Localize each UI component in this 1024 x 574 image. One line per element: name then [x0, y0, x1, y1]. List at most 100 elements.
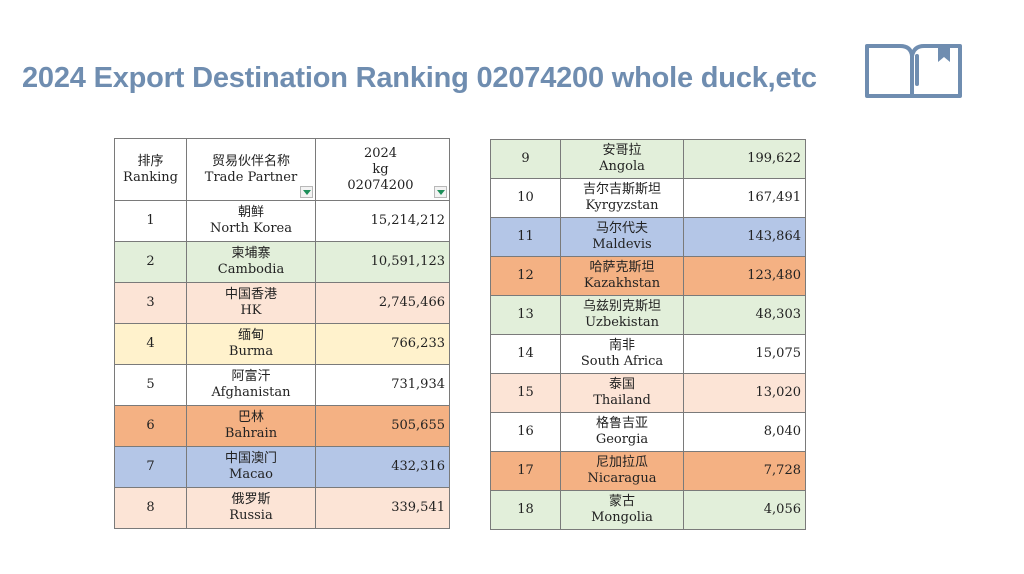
rank-cell: 3 — [114, 282, 187, 324]
partner-name-cn: 中国澳门 — [224, 450, 277, 466]
rank-cell: 10 — [490, 178, 561, 218]
partner-name-en: Kyrgyzstan — [585, 197, 659, 213]
open-book-icon — [865, 44, 962, 98]
ranking-table-right: 9 安哥拉 Angola 199,622 10 吉尔吉斯斯坦 Kyrgyzstan 167,4… — [490, 139, 806, 530]
partner-cell: 阿富汗 Afghanistan — [186, 364, 316, 406]
table-row: 4 缅甸 Burma 766,233 — [114, 323, 450, 365]
table-row: 17 尼加拉瓜 Nicaragua 7,728 — [490, 451, 806, 491]
partner-name-en: Cambodia — [217, 261, 285, 277]
rank-cell: 18 — [490, 490, 561, 530]
partner-cell: 哈萨克斯坦 Kazakhstan — [560, 256, 684, 296]
partner-name-cn: 马尔代夫 — [595, 220, 648, 236]
export-value-cell: 339,541 — [315, 487, 450, 529]
partner-name-en: Burma — [228, 343, 274, 359]
export-value-cell: 10,591,123 — [315, 241, 450, 283]
header-code: 02074200 — [347, 177, 414, 193]
partner-name-en: Macao — [229, 466, 273, 482]
partner-name-cn: 缅甸 — [237, 327, 264, 343]
partner-cell: 尼加拉瓜 Nicaragua — [560, 451, 684, 491]
partner-name-cn: 巴林 — [237, 409, 264, 425]
export-value-cell: 766,233 — [315, 323, 450, 365]
rank-cell: 17 — [490, 451, 561, 491]
export-value-cell: 167,491 — [683, 178, 806, 218]
page-title: 2024 Export Destination Ranking 02074200… — [22, 62, 817, 94]
partner-cell: 中国澳门 Macao — [186, 446, 316, 488]
rank-cell: 1 — [114, 200, 187, 242]
rank-cell: 13 — [490, 295, 561, 335]
export-value-cell: 199,622 — [683, 139, 806, 179]
export-value-cell: 143,864 — [683, 217, 806, 257]
rank-cell: 7 — [114, 446, 187, 488]
partner-cell: 蒙古 Mongolia — [560, 490, 684, 530]
partner-cell: 柬埔寨 Cambodia — [186, 241, 316, 283]
partner-name-en: Afghanistan — [211, 384, 291, 400]
partner-cell: 巴林 Bahrain — [186, 405, 316, 447]
rank-cell: 8 — [114, 487, 187, 529]
table-row: 13 乌兹别克斯坦 Uzbekistan 48,303 — [490, 295, 806, 335]
rank-cell: 2 — [114, 241, 187, 283]
rank-cell: 14 — [490, 334, 561, 374]
export-value-cell: 15,214,212 — [315, 200, 450, 242]
partner-name-cn: 柬埔寨 — [231, 245, 271, 261]
partner-name-cn: 安哥拉 — [602, 142, 642, 158]
partner-cell: 缅甸 Burma — [186, 323, 316, 365]
partner-cell: 泰国 Thailand — [560, 373, 684, 413]
partner-name-cn: 哈萨克斯坦 — [589, 259, 655, 275]
rank-cell: 4 — [114, 323, 187, 365]
export-value-cell: 15,075 — [683, 334, 806, 374]
partner-name-en: North Korea — [210, 220, 292, 236]
export-value-cell: 432,316 — [315, 446, 450, 488]
table-row: 14 南非 South Africa 15,075 — [490, 334, 806, 374]
export-value-cell: 4,056 — [683, 490, 806, 530]
partner-name-en: Kazakhstan — [583, 275, 661, 291]
table-row: 6 巴林 Bahrain 505,655 — [114, 405, 450, 447]
header-ranking-cn: 排序 — [137, 153, 164, 169]
partner-cell: 格鲁吉亚 Georgia — [560, 412, 684, 452]
rank-cell: 12 — [490, 256, 561, 296]
export-value-cell: 2,745,466 — [315, 282, 450, 324]
header-ranking: 排序 Ranking — [114, 138, 187, 201]
table-row: 11 马尔代夫 Maldevis 143,864 — [490, 217, 806, 257]
partner-name-cn: 尼加拉瓜 — [595, 454, 648, 470]
rank-cell: 11 — [490, 217, 561, 257]
header-partner-en: Trade Partner — [204, 169, 298, 185]
export-value-cell: 13,020 — [683, 373, 806, 413]
export-value-cell: 8,040 — [683, 412, 806, 452]
partner-name-cn: 蒙古 — [608, 493, 635, 509]
table-row: 16 格鲁吉亚 Georgia 8,040 — [490, 412, 806, 452]
table-row: 3 中国香港 HK 2,745,466 — [114, 282, 450, 324]
partner-name-en: HK — [240, 302, 262, 318]
filter-dropdown-icon[interactable] — [434, 186, 447, 198]
header-value: 2024 kg 02074200 — [315, 138, 450, 201]
header-partner-cn: 贸易伙伴名称 — [211, 153, 290, 169]
table-row: 1 朝鲜 North Korea 15,214,212 — [114, 200, 450, 242]
rank-cell: 6 — [114, 405, 187, 447]
export-value-cell: 48,303 — [683, 295, 806, 335]
partner-name-cn: 吉尔吉斯斯坦 — [582, 181, 661, 197]
partner-name-en: Russia — [229, 507, 273, 523]
rank-cell: 9 — [490, 139, 561, 179]
partner-cell: 俄罗斯 Russia — [186, 487, 316, 529]
partner-name-cn: 阿富汗 — [231, 368, 271, 384]
partner-cell: 吉尔吉斯斯坦 Kyrgyzstan — [560, 178, 684, 218]
header-unit: kg — [372, 161, 389, 177]
partner-name-en: Mongolia — [591, 509, 653, 525]
table-row: 2 柬埔寨 Cambodia 10,591,123 — [114, 241, 450, 283]
header-trade-partner: 贸易伙伴名称 Trade Partner — [186, 138, 316, 201]
export-value-cell: 7,728 — [683, 451, 806, 491]
partner-name-en: Nicaragua — [587, 470, 657, 486]
table-row: 9 安哥拉 Angola 199,622 — [490, 139, 806, 179]
partner-name-en: South Africa — [580, 353, 664, 369]
rank-cell: 15 — [490, 373, 561, 413]
table-row: 10 吉尔吉斯斯坦 Kyrgyzstan 167,491 — [490, 178, 806, 218]
table-header-row: 排序 Ranking 贸易伙伴名称 Trade Partner 2024 kg … — [114, 138, 450, 201]
partner-cell: 乌兹别克斯坦 Uzbekistan — [560, 295, 684, 335]
partner-name-cn: 中国香港 — [224, 286, 277, 302]
partner-cell: 朝鲜 North Korea — [186, 200, 316, 242]
partner-name-en: Thailand — [593, 392, 651, 408]
ranking-table-left: 排序 Ranking 贸易伙伴名称 Trade Partner 2024 kg … — [114, 138, 450, 529]
filter-dropdown-icon[interactable] — [300, 186, 313, 198]
partner-name-cn: 南非 — [608, 337, 635, 353]
partner-cell: 安哥拉 Angola — [560, 139, 684, 179]
table-row: 8 俄罗斯 Russia 339,541 — [114, 487, 450, 529]
